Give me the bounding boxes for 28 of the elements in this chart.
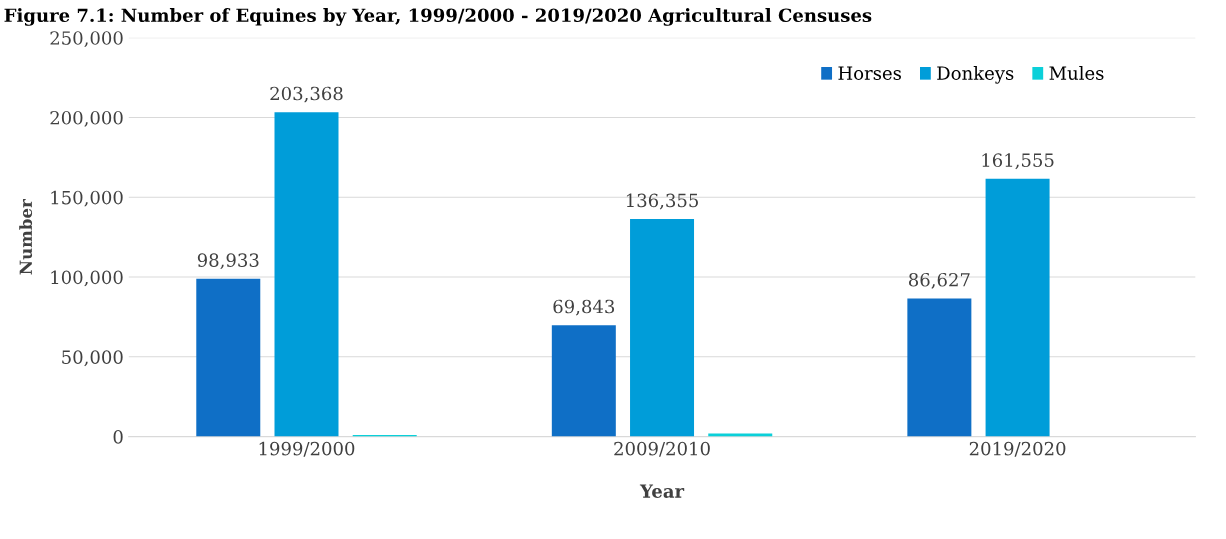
x-tick-label: 1999/2000 bbox=[259, 441, 355, 457]
data-label: 69,843 bbox=[553, 299, 615, 316]
bar bbox=[630, 219, 695, 437]
bar bbox=[551, 325, 616, 437]
data-label: 136,355 bbox=[626, 193, 698, 210]
legend-label: Donkeys bbox=[937, 65, 1014, 84]
data-label: 86,627 bbox=[908, 272, 970, 289]
y-tick-label: 0 bbox=[113, 430, 123, 444]
y-tick-label: 200,000 bbox=[50, 110, 123, 127]
y-tick-label: 250,000 bbox=[50, 31, 123, 48]
legend-label: Mules bbox=[1049, 65, 1104, 80]
chart-title: Figure 7.1: Number of Equines by Year, 1999/2000 - 2019/2020 Agricultural Censuses bbox=[4, 8, 872, 26]
bar bbox=[985, 178, 1050, 437]
x-tick-label: 2009/2010 bbox=[614, 441, 710, 457]
y-tick-label: 100,000 bbox=[51, 270, 123, 287]
y-axis-title: Number bbox=[19, 198, 33, 275]
x-tick-label: 2019/2020 bbox=[969, 441, 1066, 457]
data-label: 203,368 bbox=[270, 86, 343, 103]
y-tick-label: 150,000 bbox=[51, 190, 123, 207]
bar bbox=[907, 298, 972, 437]
data-label: 98,933 bbox=[197, 253, 259, 270]
data-label: 161,555 bbox=[982, 153, 1054, 170]
bar bbox=[708, 433, 773, 437]
bar bbox=[274, 112, 339, 437]
x-axis-title: Year bbox=[639, 484, 685, 498]
legend-label: Horses bbox=[838, 66, 901, 80]
bar bbox=[196, 278, 261, 437]
y-tick-label: 50,000 bbox=[62, 350, 123, 367]
